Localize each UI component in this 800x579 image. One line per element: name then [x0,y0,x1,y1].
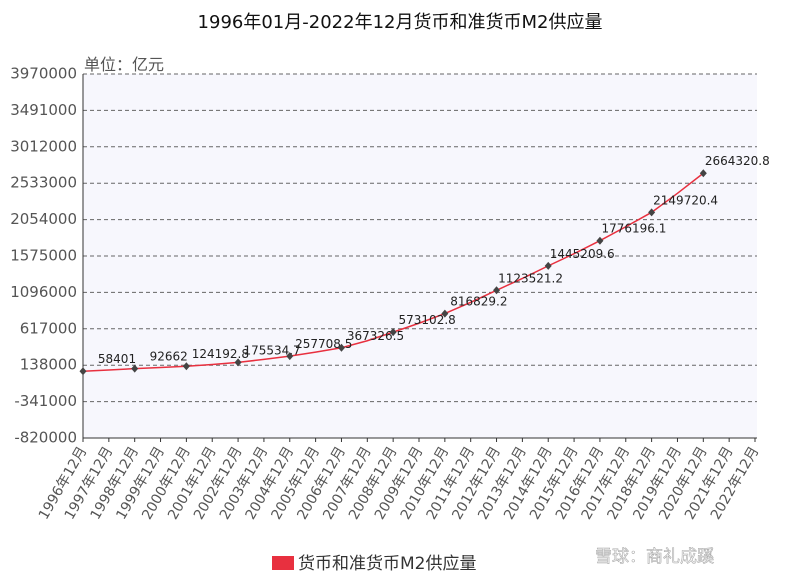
point-marker [544,261,552,270]
y-tick-label: 2533000 [10,174,77,192]
y-tick-label: 617000 [20,319,77,337]
y-tick-label: 3012000 [10,137,77,155]
data-label: 58401 [98,352,136,366]
data-label: 124192.8 [192,347,249,361]
point-marker [286,352,294,361]
point-marker [441,309,449,318]
point-marker [337,343,345,352]
data-label: 175534.7 [243,343,300,357]
point-marker [596,236,604,245]
legend-label: 货币和准货币M2供应量 [298,554,476,574]
point-marker [493,286,501,295]
chart-title: 1996年01月-2022年12月货币和准货币M2供应量 [198,12,603,33]
data-label: 573102.8 [399,313,456,327]
y-tick-label: 3491000 [10,101,77,119]
point-marker [131,364,139,373]
y-tick-label: 1096000 [10,283,77,301]
point-marker [234,358,242,367]
y-tick-label: -820000 [14,429,77,447]
point-marker [389,328,397,337]
point-marker [79,367,87,376]
watermark: 雪球：商礼成蹊 [595,547,714,567]
y-tick-label: 3970000 [10,65,77,83]
data-label: 1123521.2 [498,271,563,285]
data-label: 1445209.6 [550,247,615,261]
data-label: 2664320.8 [705,154,770,168]
legend-swatch [272,556,294,570]
data-label: 92662 [150,350,188,364]
data-label: 816829.2 [450,295,507,309]
y-tick-label: 138000 [20,356,77,374]
y-tick-label: 1575000 [10,247,77,265]
unit-label: 单位：亿元 [84,55,164,74]
point-marker [182,362,190,371]
data-label: 257708.5 [295,337,352,351]
point-marker [699,169,707,178]
y-tick-label: -341000 [14,392,77,410]
data-label: 1776196.1 [601,222,666,236]
y-tick-label: 2054000 [10,210,77,228]
data-label: 2149720.4 [653,193,718,207]
point-marker [648,208,656,217]
